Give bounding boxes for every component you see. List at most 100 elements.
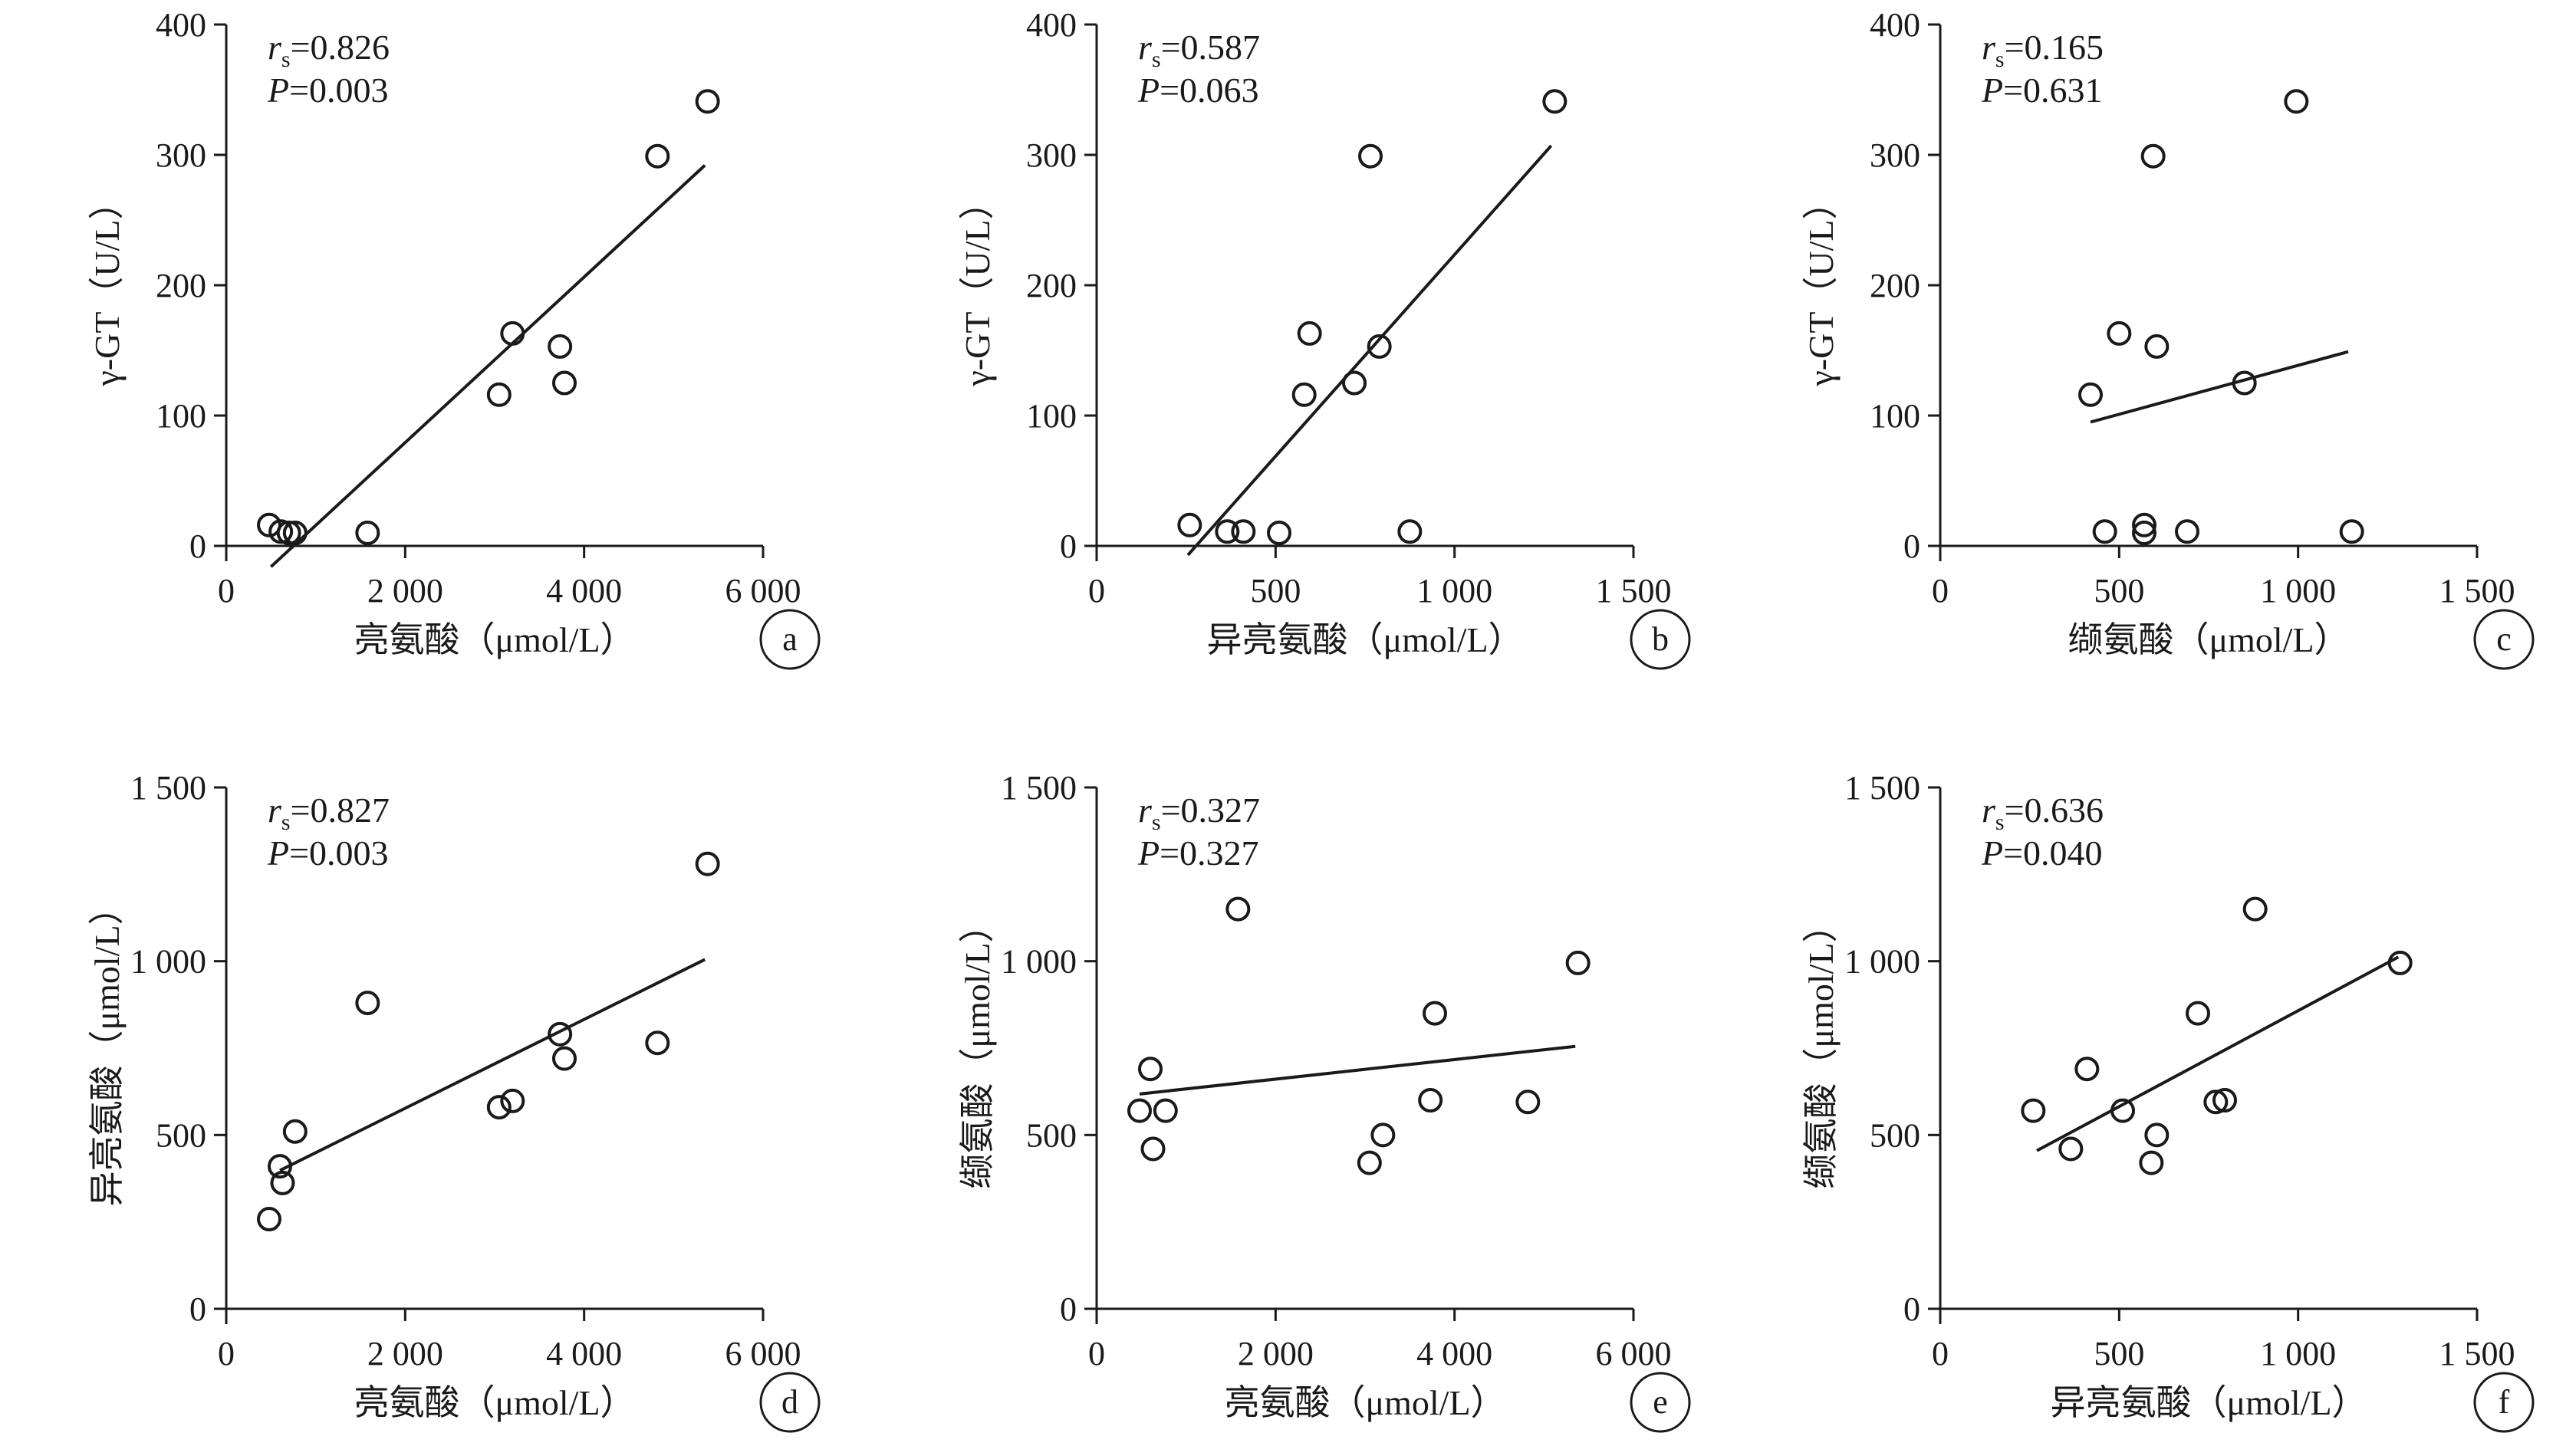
panel-label-circle <box>759 1372 821 1433</box>
regression-line <box>2036 955 2400 1152</box>
regression-line <box>269 164 706 568</box>
data-point <box>1515 1090 1541 1115</box>
y-tick-label: 100 <box>1870 397 1920 435</box>
data-point <box>268 1154 292 1179</box>
panel-c: 0 100 200 300 400 0 500 1 000 1 500 rs=0.165P=0.6… <box>1801 6 2535 670</box>
y-tick-label: 100 <box>1026 397 1077 435</box>
panel-b: 0 100 200 300 400 0 500 1 000 1 500 rs=0.587P=0.0… <box>958 6 1691 670</box>
data-point <box>486 382 512 407</box>
data-point <box>355 521 380 545</box>
x-tick-label: 6 000 <box>725 1335 801 1372</box>
data-point <box>1153 1098 1178 1123</box>
data-point <box>1215 519 1240 544</box>
y-tick-label: 0 <box>189 528 206 565</box>
x-tick-label: 0 <box>1088 572 1105 610</box>
y-tick-label: 1 500 <box>130 769 206 807</box>
data-point <box>270 1170 295 1195</box>
data-point <box>2232 370 2257 396</box>
x-tick-label: 2 000 <box>1238 1335 1314 1372</box>
data-point <box>1418 1088 1443 1113</box>
data-point <box>2284 89 2309 114</box>
x-tick-label: 0 <box>1088 1335 1105 1372</box>
panel-label: f <box>2499 1383 2510 1421</box>
p-annotation: P=0.003 <box>267 71 389 110</box>
data-point <box>548 1021 573 1047</box>
data-point <box>257 1207 281 1232</box>
regression-line <box>1139 1044 1576 1096</box>
x-tick-label: 2 000 <box>367 572 443 610</box>
data-point <box>1177 512 1202 537</box>
x-tick-label: 1 000 <box>1416 572 1492 610</box>
data-point <box>1291 382 1317 407</box>
panel-label: c <box>2496 620 2512 658</box>
y-tick-label: 1 500 <box>1844 769 1920 807</box>
data-point <box>1357 1150 1382 1175</box>
y-tick-label: 500 <box>156 1116 206 1154</box>
y-tick-label: 300 <box>1026 136 1077 174</box>
x-axis-label: 亮氨酸（μmol/L） <box>354 620 635 659</box>
y-tick-label: 200 <box>1870 267 1920 304</box>
x-axis-label: 亮氨酸（μmol/L） <box>354 1383 635 1422</box>
x-tick-label: 0 <box>1932 1335 1949 1372</box>
y-tick-label: 500 <box>1026 1116 1077 1154</box>
y-tick-label: 1 000 <box>1844 943 1920 981</box>
x-tick-label: 1 000 <box>2260 1335 2336 1372</box>
x-tick-label: 1 500 <box>2439 572 2515 610</box>
p-annotation: P=0.063 <box>1137 71 1259 110</box>
x-tick-label: 500 <box>2094 572 2144 610</box>
rs-annotation: rs=0.827 <box>268 790 390 835</box>
y-axis-label: γ-GT（U/L） <box>1801 184 1841 386</box>
data-point <box>1225 896 1251 922</box>
data-point <box>500 1088 525 1113</box>
x-tick-label: 0 <box>218 572 235 610</box>
x-tick-label: 1 000 <box>2260 572 2336 610</box>
rs-annotation: rs=0.327 <box>1138 790 1260 835</box>
y-tick-label: 0 <box>1060 528 1077 565</box>
y-tick-label: 1 500 <box>1001 769 1077 807</box>
data-point <box>276 521 301 545</box>
x-tick-label: 500 <box>1250 572 1301 610</box>
x-tick-label: 4 000 <box>1416 1335 1492 1372</box>
data-point <box>1342 370 1367 396</box>
data-point <box>2339 519 2364 544</box>
data-point <box>1127 1098 1152 1123</box>
panel-a: 0 100 200 300 400 0 2 000 4 000 6 000 rs=0.826P=0… <box>87 6 821 670</box>
panel-d: 0 500 1 000 1 500 0 2 000 4 000 6 000 rs=0.827P=… <box>87 769 821 1433</box>
y-axis-label: 缬氨酸（μmol/L） <box>958 907 997 1188</box>
x-axis-label: 亮氨酸（μmol/L） <box>1224 1383 1505 1422</box>
data-point <box>1423 1001 1447 1026</box>
data-point <box>2058 1136 2084 1162</box>
data-point <box>2203 1090 2229 1115</box>
data-point <box>2107 320 2132 346</box>
y-tick-label: 200 <box>1026 267 1077 304</box>
y-tick-label: 100 <box>156 397 206 435</box>
y-axis-label: γ-GT（U/L） <box>87 184 127 386</box>
data-point <box>2078 382 2103 407</box>
panel-label: d <box>781 1383 798 1421</box>
data-point <box>645 143 670 169</box>
y-tick-label: 0 <box>1903 528 1920 565</box>
panel-label-circle <box>1630 609 1691 670</box>
panel-f: 0 500 1 000 1 500 0 500 1 000 1 500 rs=0.636P=0.… <box>1801 769 2535 1433</box>
rs-annotation: rs=0.636 <box>1982 790 2104 835</box>
y-tick-label: 0 <box>1903 1290 1920 1328</box>
data-point <box>1367 334 1392 359</box>
x-tick-label: 4 000 <box>546 572 622 610</box>
x-axis-label: 缬氨酸（μmol/L） <box>2068 620 2349 659</box>
data-point <box>2144 334 2170 359</box>
rs-annotation: rs=0.826 <box>268 28 390 72</box>
panel-label-circle <box>2473 1372 2535 1433</box>
y-tick-label: 0 <box>1060 1290 1077 1328</box>
data-point <box>2144 1122 2170 1148</box>
data-point <box>2186 1001 2210 1026</box>
data-point <box>2110 1098 2135 1123</box>
panel-e: 0 500 1 000 1 500 0 2 000 4 000 6 000 rs=0.327P=… <box>958 769 1691 1433</box>
y-axis-label: 异亮氨酸（μmol/L） <box>87 889 127 1206</box>
data-point <box>2021 1098 2046 1123</box>
data-point <box>695 851 720 876</box>
regression-line <box>279 958 706 1172</box>
data-point <box>2242 896 2268 922</box>
y-tick-label: 400 <box>1870 6 1920 44</box>
data-point <box>1542 89 1568 114</box>
